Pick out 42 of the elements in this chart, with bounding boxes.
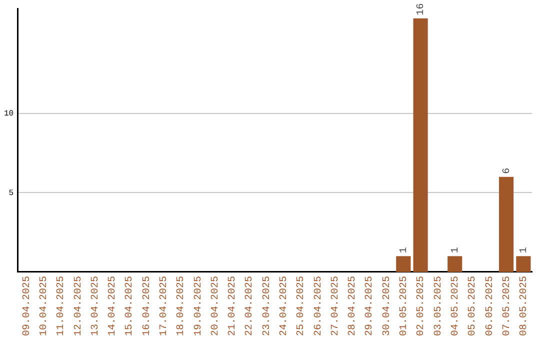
x-tick-label: 13.04.2025: [90, 276, 102, 336]
x-tick-label: 16.04.2025: [142, 276, 153, 336]
x-tick-label: 19.04.2025: [193, 276, 204, 336]
x-tick-label: 12.04.2025: [73, 276, 84, 336]
x-tick-label: 25.04.2025: [296, 276, 308, 336]
x-tick-label: 01.05.2025: [399, 276, 410, 336]
x-tick-label: 21.04.2025: [228, 276, 239, 336]
x-tick-label: 27.04.2025: [330, 276, 342, 336]
data-label: 1: [399, 247, 410, 254]
x-tick-label: 09.04.2025: [22, 276, 33, 336]
x-tick-label: 08.05.2025: [519, 276, 530, 336]
data-label: 6: [502, 168, 513, 174]
bar: [516, 256, 531, 272]
x-tick-label: 29.04.2025: [364, 276, 376, 336]
x-tick-label: 15.04.2025: [124, 276, 136, 336]
x-tick-label: 10.04.2025: [38, 276, 50, 336]
bar: [413, 18, 428, 272]
x-tick-label: 11.04.2025: [56, 276, 68, 336]
x-tick-label: 18.04.2025: [176, 276, 188, 336]
data-label: 16: [416, 3, 428, 16]
x-tick-label: 24.04.2025: [279, 276, 290, 336]
x-tick-label: 30.04.2025: [382, 276, 393, 336]
x-tick-label: 02.05.2025: [416, 276, 428, 336]
x-tick-label: 20.04.2025: [210, 276, 222, 336]
data-label: 1: [450, 247, 462, 254]
x-tick-label: 05.05.2025: [468, 276, 479, 336]
x-tick-label: 04.05.2025: [450, 276, 462, 336]
data-label: 1: [519, 247, 530, 254]
x-tick-label: 07.05.2025: [502, 276, 513, 336]
bar: [498, 176, 514, 272]
x-tick-label: 26.04.2025: [313, 276, 324, 336]
x-tick-label: 14.04.2025: [108, 276, 119, 336]
bar: [396, 256, 411, 272]
x-tick-label: 17.04.2025: [158, 276, 170, 336]
x-tick-label: 06.05.2025: [484, 276, 496, 336]
y-tick-label: 10: [4, 110, 14, 119]
x-tick-label: 23.04.2025: [262, 276, 273, 336]
bar: [448, 256, 462, 272]
y-tick-label: 5: [8, 188, 14, 198]
x-tick-label: 03.05.2025: [433, 276, 444, 336]
x-tick-label: 28.04.2025: [348, 276, 359, 336]
x-tick-label: 22.04.2025: [244, 276, 256, 336]
